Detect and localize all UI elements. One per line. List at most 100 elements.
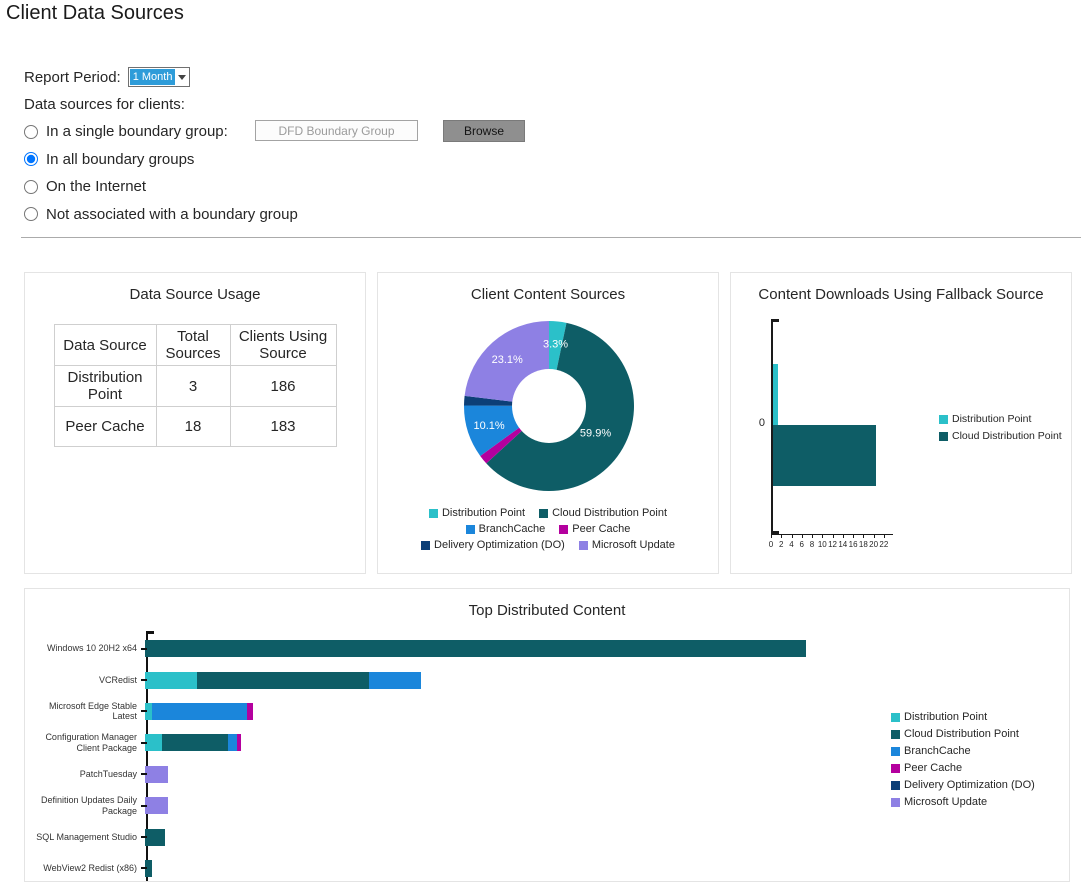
fallback-bar-distribution-point bbox=[773, 364, 779, 425]
fallback-bar-chart: 0 0 2 4 6 8 10 12 14 16 18 20 22 bbox=[759, 319, 929, 561]
bar-segment-branchcache bbox=[369, 671, 421, 689]
usage-header-cell: Data Source bbox=[53, 324, 157, 366]
fallback-x-tick bbox=[801, 534, 803, 538]
fallback-x-tick bbox=[832, 534, 834, 538]
legend-label: Distribution Point bbox=[952, 413, 1032, 425]
usage-table-cell: 186 bbox=[229, 365, 337, 407]
fallback-x-tick bbox=[781, 534, 783, 538]
usage-table: Data Source Total Sources Clients Using So… bbox=[53, 324, 337, 447]
legend-item-cloud-distribution-point: Cloud Distribution Point bbox=[939, 430, 1062, 442]
top-axis-tick bbox=[141, 773, 147, 776]
fallback-x-tick bbox=[853, 534, 855, 538]
fallback-x-tick bbox=[863, 534, 865, 538]
fallback-category-label: 0 bbox=[758, 417, 765, 429]
delivery-optimization-do-swatch-icon bbox=[891, 780, 900, 790]
usage-table-cell: Distribution Point bbox=[53, 365, 157, 407]
legend-label: Distribution Point bbox=[904, 711, 988, 723]
fallback-x-tick-label: 0 bbox=[768, 540, 774, 549]
legend-label: Delivery Optimization (DO) bbox=[904, 779, 1035, 791]
fallback-x-tick bbox=[771, 534, 772, 538]
legend-item-microsoft-update: Microsoft Update bbox=[891, 796, 1035, 808]
top-chart-axis-cap bbox=[146, 631, 154, 634]
radio-option-not-associated-with-a-boundary-group[interactable]: Not associated with a boundary group bbox=[24, 201, 298, 229]
legend-item-delivery-optimization-do: Delivery Optimization (DO) bbox=[891, 779, 1035, 791]
peer-cache-swatch-icon bbox=[559, 524, 569, 534]
legend-item-cloud-distribution-point: Cloud Distribution Point bbox=[539, 507, 667, 519]
radio-input-3[interactable] bbox=[24, 207, 38, 222]
top-stacked-bar bbox=[145, 859, 153, 877]
radio-option-in-a-single-boundary-group[interactable]: In a single boundary group: bbox=[24, 118, 298, 146]
top-axis-tick bbox=[141, 836, 147, 839]
bar-segment-microsoft-update bbox=[145, 765, 168, 783]
legend-item-distribution-point: Distribution Point bbox=[939, 413, 1062, 425]
usage-header-row: Data Source Total Sources Clients Using So… bbox=[53, 324, 337, 366]
bar-segment-distribution-point bbox=[145, 702, 153, 720]
radio-input-2[interactable] bbox=[24, 179, 38, 194]
bar-segment-cloud-distribution-point bbox=[145, 640, 807, 658]
legend-label: Microsoft Update bbox=[904, 796, 988, 808]
report-period-value: 1 Month bbox=[129, 69, 176, 85]
fallback-x-tick-label: 12 bbox=[828, 540, 838, 549]
legend-label: Cloud Distribution Point bbox=[552, 507, 668, 519]
fallback-legend: Distribution Point Cloud Distribution Poi… bbox=[939, 413, 1062, 442]
bar-segment-distribution-point bbox=[145, 671, 197, 689]
fallback-x-tick-label: 8 bbox=[809, 540, 815, 549]
usage-table-body: Distribution Point 3 186 Peer Cache 18 183 bbox=[53, 365, 337, 447]
browse-button[interactable]: Browse bbox=[443, 120, 525, 142]
radio-option-on-the-internet[interactable]: On the Internet bbox=[24, 173, 298, 201]
legend-label: BranchCache bbox=[478, 523, 546, 535]
panel-data-source-usage: Data Source Usage Data Source Total Sourc… bbox=[24, 272, 366, 574]
bar-segment-cloud-distribution-point bbox=[162, 734, 229, 752]
report-period-row: Report Period: 1 Month bbox=[24, 67, 191, 87]
legend-item-delivery-optimization-do: Delivery Optimization (DO) bbox=[421, 539, 565, 551]
top-stacked-bar-chart: Windows 10 20H2 x64 VCRedist Microsoft Edg… bbox=[31, 633, 891, 881]
fallback-x-axis bbox=[771, 534, 893, 535]
usage-table-cell: 183 bbox=[229, 406, 337, 447]
top-axis-tick bbox=[141, 710, 147, 713]
radio-option-in-all-boundary-groups[interactable]: In all boundary groups bbox=[24, 146, 298, 174]
fallback-x-tick bbox=[812, 534, 814, 538]
usage-header-cell: Clients Using Source bbox=[229, 324, 337, 366]
bar-segment-branchcache bbox=[152, 702, 248, 720]
top-content-row-patchtuesday: PatchTuesday bbox=[31, 759, 891, 790]
donut-label-branchcache: 10.1% bbox=[474, 420, 505, 432]
fallback-x-tick-label: 10 bbox=[817, 540, 827, 549]
radio-input-0[interactable] bbox=[24, 124, 38, 139]
fallback-x-tick bbox=[873, 534, 875, 538]
radio-input-1[interactable] bbox=[24, 152, 38, 167]
legend-item-cloud-distribution-point: Cloud Distribution Point bbox=[891, 728, 1035, 740]
report-period-select[interactable]: 1 Month bbox=[127, 67, 191, 87]
donut-legend-row: BranchCache Peer Cache bbox=[465, 523, 630, 535]
bar-segment-cloud-distribution-point bbox=[196, 671, 370, 689]
top-stacked-bar bbox=[145, 797, 168, 815]
cloud-distribution-point-swatch-icon bbox=[939, 431, 948, 441]
branchcache-swatch-icon bbox=[891, 746, 900, 756]
microsoft-update-swatch-icon bbox=[578, 540, 588, 550]
legend-label: Cloud Distribution Point bbox=[904, 728, 1019, 740]
fallback-axis-cap-top bbox=[771, 319, 779, 322]
branchcache-swatch-icon bbox=[465, 524, 475, 534]
bar-segment-cloud-distribution-point bbox=[145, 828, 166, 846]
panel-fallback-downloads: Content Downloads Using Fallback Source … bbox=[730, 272, 1072, 574]
distribution-point-swatch-icon bbox=[891, 712, 900, 722]
divider bbox=[21, 237, 1081, 238]
usage-table-cell: 3 bbox=[155, 365, 231, 407]
usage-table-cell: Peer Cache bbox=[53, 406, 157, 447]
radio-label: Not associated with a boundary group bbox=[46, 205, 298, 223]
legend-label: Distribution Point bbox=[441, 507, 526, 519]
usage-table-cell: 18 bbox=[155, 406, 231, 447]
panel-client-content-sources: Client Content Sources 3.3% 59.9% 10.1% 23.… bbox=[377, 272, 719, 574]
fallback-bar-cloud-distribution-point bbox=[773, 425, 876, 486]
boundary-group-input[interactable] bbox=[255, 120, 418, 141]
top-stacked-bar bbox=[145, 828, 166, 846]
top-stacked-bar bbox=[145, 702, 253, 720]
radio-label: On the Internet bbox=[46, 178, 147, 196]
donut-hole bbox=[512, 369, 586, 443]
fallback-panel-title: Content Downloads Using Fallback Source bbox=[758, 286, 1044, 303]
usage-table-row-1: Peer Cache 18 183 bbox=[53, 406, 337, 447]
legend-label: Microsoft Update bbox=[591, 539, 675, 551]
top-chart-legend: Distribution Point Cloud Distribution Poi… bbox=[891, 711, 1035, 808]
donut-label-cloud-distribution-point: 59.9% bbox=[580, 428, 611, 440]
data-sources-label: Data sources for clients: bbox=[24, 96, 185, 113]
top-axis-tick bbox=[141, 804, 147, 807]
